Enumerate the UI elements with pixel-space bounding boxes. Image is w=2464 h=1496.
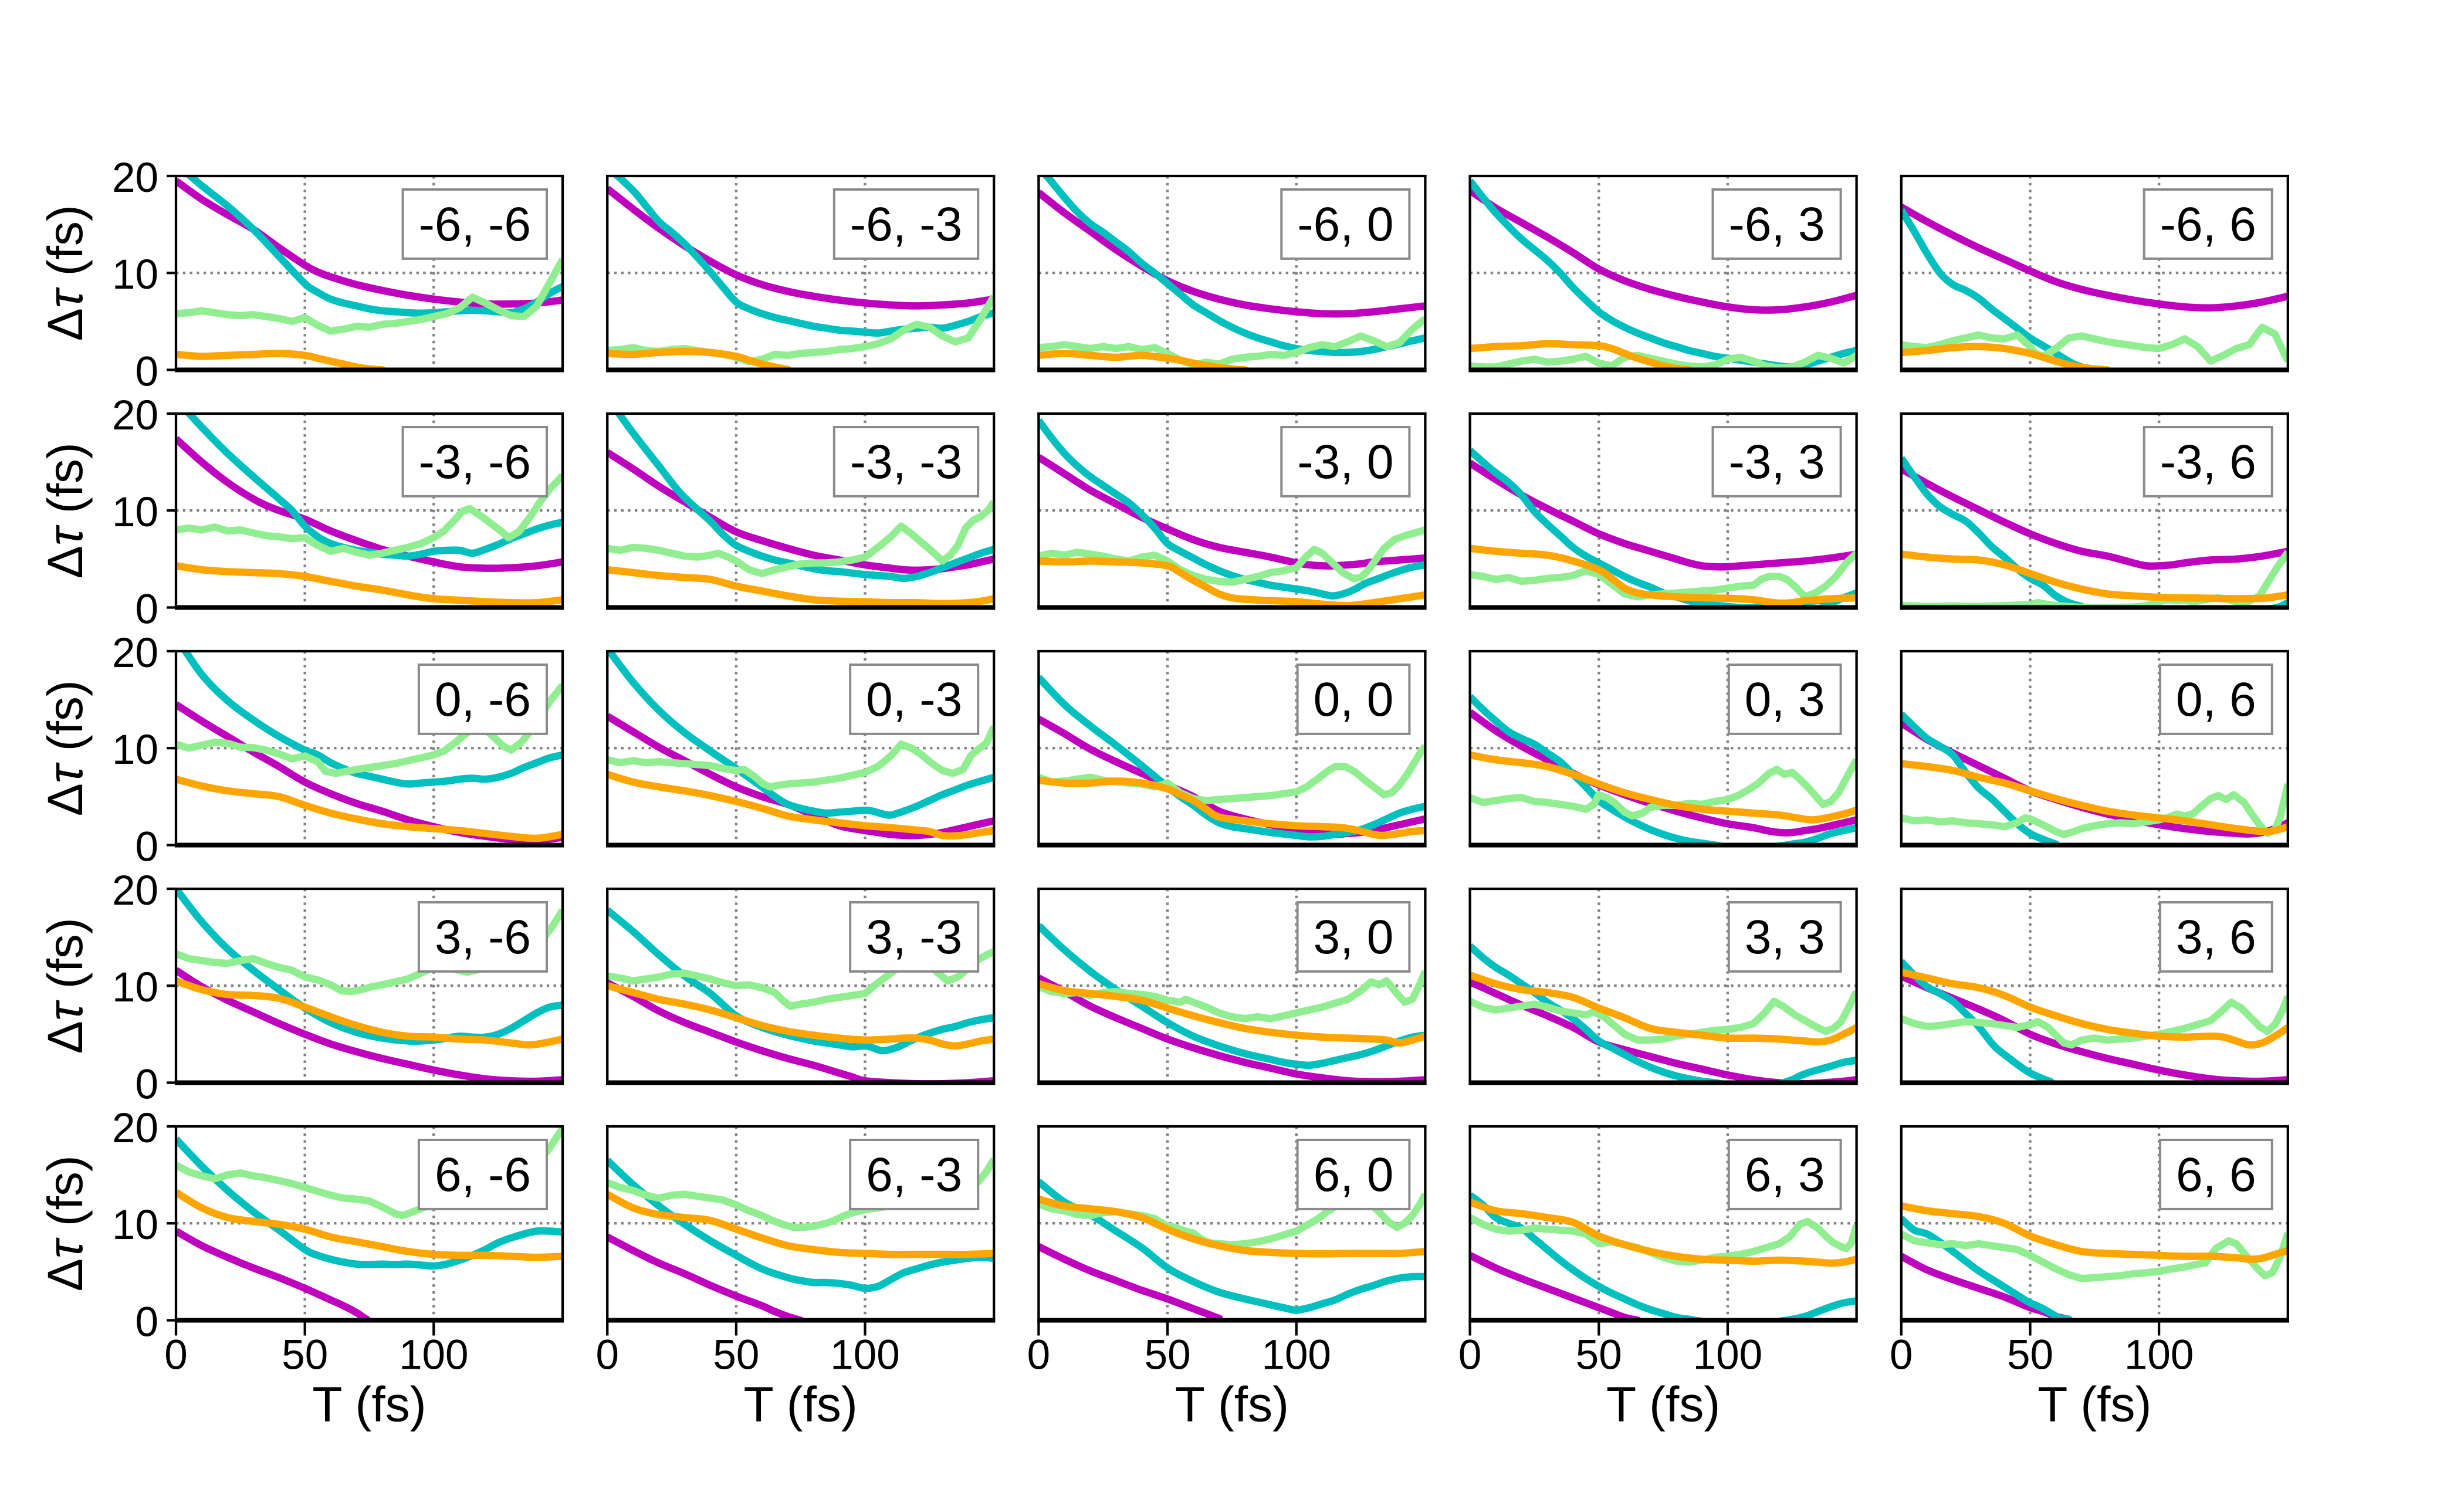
svg-text:-3, 6: -3, 6 [2160, 435, 2256, 489]
svg-text:50: 50 [282, 1332, 328, 1379]
svg-text:0: 0 [1890, 1332, 1913, 1379]
svg-text:100: 100 [830, 1332, 899, 1379]
svg-text:-6, 6: -6, 6 [2160, 198, 2256, 251]
svg-text:Δτ (fs): Δτ (fs) [38, 1155, 93, 1291]
svg-text:50: 50 [1145, 1332, 1191, 1379]
svg-text:3, 6: 3, 6 [2176, 911, 2256, 964]
svg-text:50: 50 [2007, 1332, 2053, 1379]
svg-text:-3, -3: -3, -3 [850, 435, 962, 489]
svg-text:0: 0 [1027, 1332, 1051, 1379]
svg-text:50: 50 [1576, 1332, 1622, 1379]
svg-text:T (fs): T (fs) [743, 1377, 857, 1432]
svg-text:50: 50 [713, 1332, 759, 1379]
svg-text:6, -6: 6, -6 [435, 1148, 531, 1201]
svg-text:T (fs): T (fs) [1175, 1377, 1289, 1432]
svg-text:0: 0 [136, 1062, 159, 1108]
svg-text:T (fs): T (fs) [2037, 1377, 2151, 1432]
svg-text:-6, -3: -6, -3 [850, 198, 962, 251]
svg-text:0, -3: 0, -3 [866, 673, 962, 726]
svg-text:-3, 3: -3, 3 [1729, 435, 1825, 489]
svg-text:20: 20 [112, 392, 158, 439]
svg-text:0: 0 [595, 1332, 619, 1379]
svg-text:20: 20 [112, 1105, 158, 1152]
svg-text:10: 10 [112, 727, 158, 773]
svg-text:0: 0 [136, 587, 159, 633]
svg-text:100: 100 [1693, 1332, 1762, 1379]
svg-text:0, 3: 0, 3 [1745, 673, 1825, 726]
svg-text:0, 6: 0, 6 [2176, 673, 2256, 726]
svg-text:-6, 0: -6, 0 [1297, 198, 1393, 251]
svg-text:3, 0: 3, 0 [1314, 911, 1394, 964]
svg-text:100: 100 [1261, 1332, 1331, 1379]
svg-text:6, 6: 6, 6 [2176, 1148, 2256, 1201]
svg-text:20: 20 [112, 155, 158, 201]
svg-text:Δτ (fs): Δτ (fs) [38, 680, 93, 816]
svg-text:20: 20 [112, 868, 158, 914]
svg-text:-3, 0: -3, 0 [1297, 435, 1393, 489]
svg-text:T (fs): T (fs) [312, 1377, 426, 1432]
svg-text:100: 100 [399, 1332, 468, 1379]
svg-text:-6, -6: -6, -6 [419, 198, 531, 251]
svg-text:0: 0 [1458, 1332, 1482, 1379]
svg-text:6, -3: 6, -3 [866, 1148, 962, 1201]
svg-text:10: 10 [112, 489, 158, 536]
svg-text:0: 0 [136, 824, 159, 871]
svg-text:10: 10 [112, 252, 158, 298]
svg-text:0, -6: 0, -6 [435, 673, 531, 726]
svg-text:6, 0: 6, 0 [1314, 1148, 1394, 1201]
svg-text:0, 0: 0, 0 [1314, 673, 1394, 726]
svg-text:0: 0 [136, 349, 159, 395]
svg-text:10: 10 [112, 1202, 158, 1248]
svg-text:Δτ (fs): Δτ (fs) [38, 205, 93, 341]
svg-text:Δτ (fs): Δτ (fs) [38, 442, 93, 578]
svg-text:0: 0 [136, 1299, 159, 1346]
svg-text:10: 10 [112, 964, 158, 1011]
svg-text:-6, 3: -6, 3 [1729, 198, 1825, 251]
svg-text:3, -6: 3, -6 [435, 911, 531, 964]
svg-text:6, 3: 6, 3 [1745, 1148, 1825, 1201]
svg-text:Δτ (fs): Δτ (fs) [38, 918, 93, 1054]
svg-text:-3, -6: -3, -6 [419, 435, 531, 489]
svg-text:100: 100 [2124, 1332, 2194, 1379]
svg-text:T (fs): T (fs) [1606, 1377, 1720, 1432]
svg-text:20: 20 [112, 630, 158, 676]
svg-text:0: 0 [164, 1332, 188, 1379]
svg-text:3, -3: 3, -3 [866, 911, 962, 964]
svg-text:3, 3: 3, 3 [1745, 911, 1825, 964]
